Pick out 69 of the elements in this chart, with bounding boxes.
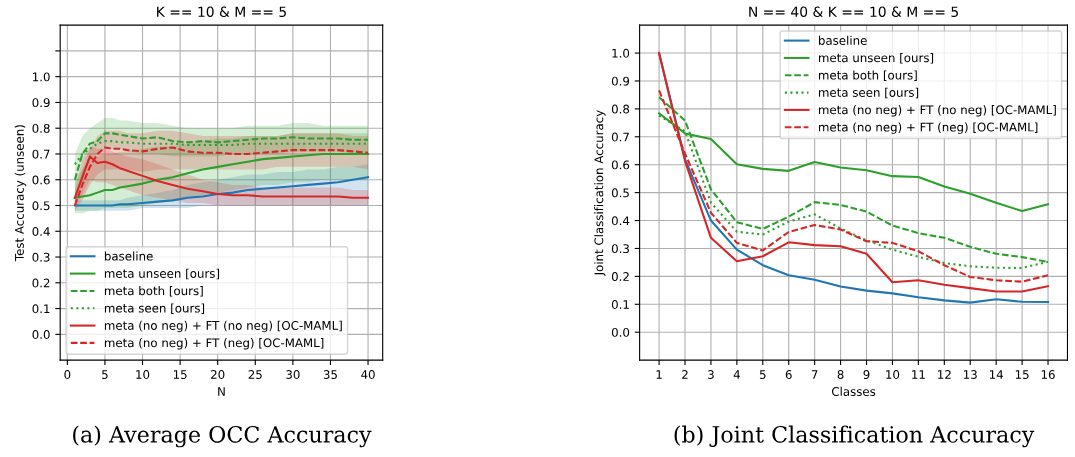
x-tick-label: 5 bbox=[759, 370, 766, 379]
y-tick-label: 0.1 bbox=[32, 304, 50, 314]
x-tick-label: 16 bbox=[1041, 370, 1055, 379]
x-tick-label: 25 bbox=[248, 370, 262, 379]
y-tick-label: 0.3 bbox=[611, 244, 629, 254]
legend-label: meta (no neg) + FT (no neg) [OC-MAML] bbox=[819, 105, 1056, 117]
x-axis-title: Classes bbox=[831, 386, 876, 396]
legend-label: baseline bbox=[819, 35, 867, 45]
legend-label: meta unseen [ours] bbox=[104, 268, 220, 280]
x-tick-label: 8 bbox=[837, 370, 844, 379]
y-tick-label: 0.7 bbox=[611, 132, 629, 142]
x-tick-label: 10 bbox=[886, 370, 900, 379]
x-tick-label: 3 bbox=[708, 370, 714, 379]
y-tick-label: 0.6 bbox=[611, 160, 630, 170]
y-tick-label: 0.4 bbox=[32, 227, 50, 236]
y-tick-label: 0.7 bbox=[32, 149, 50, 159]
y-tick-label: 0.0 bbox=[611, 327, 630, 337]
y-tick-label: 0.9 bbox=[611, 76, 630, 86]
x-tick-label: 12 bbox=[938, 370, 951, 379]
x-axis-title: N bbox=[218, 387, 225, 396]
chart-title: K == 10 & M == 5 bbox=[157, 6, 286, 17]
line-series bbox=[73, 176, 370, 207]
x-tick-label: 6 bbox=[785, 370, 792, 379]
chart-title: N == 40 & K == 10 & M == 5 bbox=[749, 6, 958, 17]
legend-label: meta both [ours] bbox=[104, 286, 203, 297]
x-tick-label: 13 bbox=[964, 370, 977, 379]
x-tick-label: 4 bbox=[733, 370, 740, 379]
legend-label: meta seen [ours] bbox=[104, 303, 205, 314]
legend-label: meta (no neg) + FT (neg) [OC-MAML] bbox=[819, 122, 1038, 134]
y-tick-label: 0.5 bbox=[611, 188, 629, 198]
x-tick-label: 1 bbox=[656, 370, 662, 379]
y-tick-label: 0.8 bbox=[611, 104, 630, 114]
legend-label: meta seen [ours] bbox=[819, 87, 919, 99]
legend-label: meta both [ours] bbox=[819, 70, 917, 81]
x-tick-label: 2 bbox=[682, 370, 688, 379]
x-tick-label: 9 bbox=[863, 370, 870, 379]
text: (a) Average OCC Accuracy bbox=[73, 425, 372, 448]
y-tick-label: 1.0 bbox=[612, 48, 630, 58]
y-axis-title: Joint Classification Accuracy bbox=[594, 110, 606, 277]
x-tick-label: 7 bbox=[811, 370, 818, 379]
y-tick-label: 0.2 bbox=[32, 278, 50, 288]
y-tick-label: 0.5 bbox=[32, 201, 50, 211]
text: (b) Joint Classification Accuracy bbox=[674, 425, 1035, 448]
y-tick-label: 0.1 bbox=[611, 300, 629, 309]
x-tick-label: 0 bbox=[64, 370, 71, 379]
y-tick-label: 0.4 bbox=[611, 216, 630, 226]
x-tick-label: 30 bbox=[286, 370, 300, 379]
y-axis-title: Test Accuracy (unseen) bbox=[14, 125, 27, 262]
y-tick-label: 0.8 bbox=[32, 123, 50, 133]
x-tick-label: 40 bbox=[361, 370, 375, 379]
x-tick-label: 14 bbox=[989, 370, 1004, 379]
x-tick-label: 15 bbox=[1015, 370, 1029, 379]
y-tick-label: 0.9 bbox=[32, 98, 50, 108]
y-tick-label: 0.0 bbox=[32, 330, 50, 339]
legend-label: meta unseen [ours] bbox=[819, 53, 934, 64]
legend-label: meta (no neg) + FT (no neg) [OC-MAML] bbox=[104, 320, 342, 333]
x-tick-label: 20 bbox=[211, 370, 225, 379]
legend-label: meta (no neg) + FT (neg) [OC-MAML] bbox=[104, 338, 324, 350]
y-tick-label: 0.6 bbox=[32, 175, 50, 185]
x-tick-label: 11 bbox=[912, 370, 925, 379]
line-series bbox=[73, 132, 370, 181]
y-tick-label: 0.2 bbox=[611, 272, 629, 282]
y-tick-label: 0.3 bbox=[32, 252, 50, 262]
x-tick-label: 15 bbox=[173, 370, 187, 379]
legend-label: baseline bbox=[104, 251, 153, 261]
x-tick-label: 10 bbox=[136, 370, 150, 379]
y-tick-label: 1.0 bbox=[33, 72, 50, 82]
x-tick-label: 5 bbox=[102, 370, 108, 379]
x-tick-label: 35 bbox=[323, 370, 337, 379]
